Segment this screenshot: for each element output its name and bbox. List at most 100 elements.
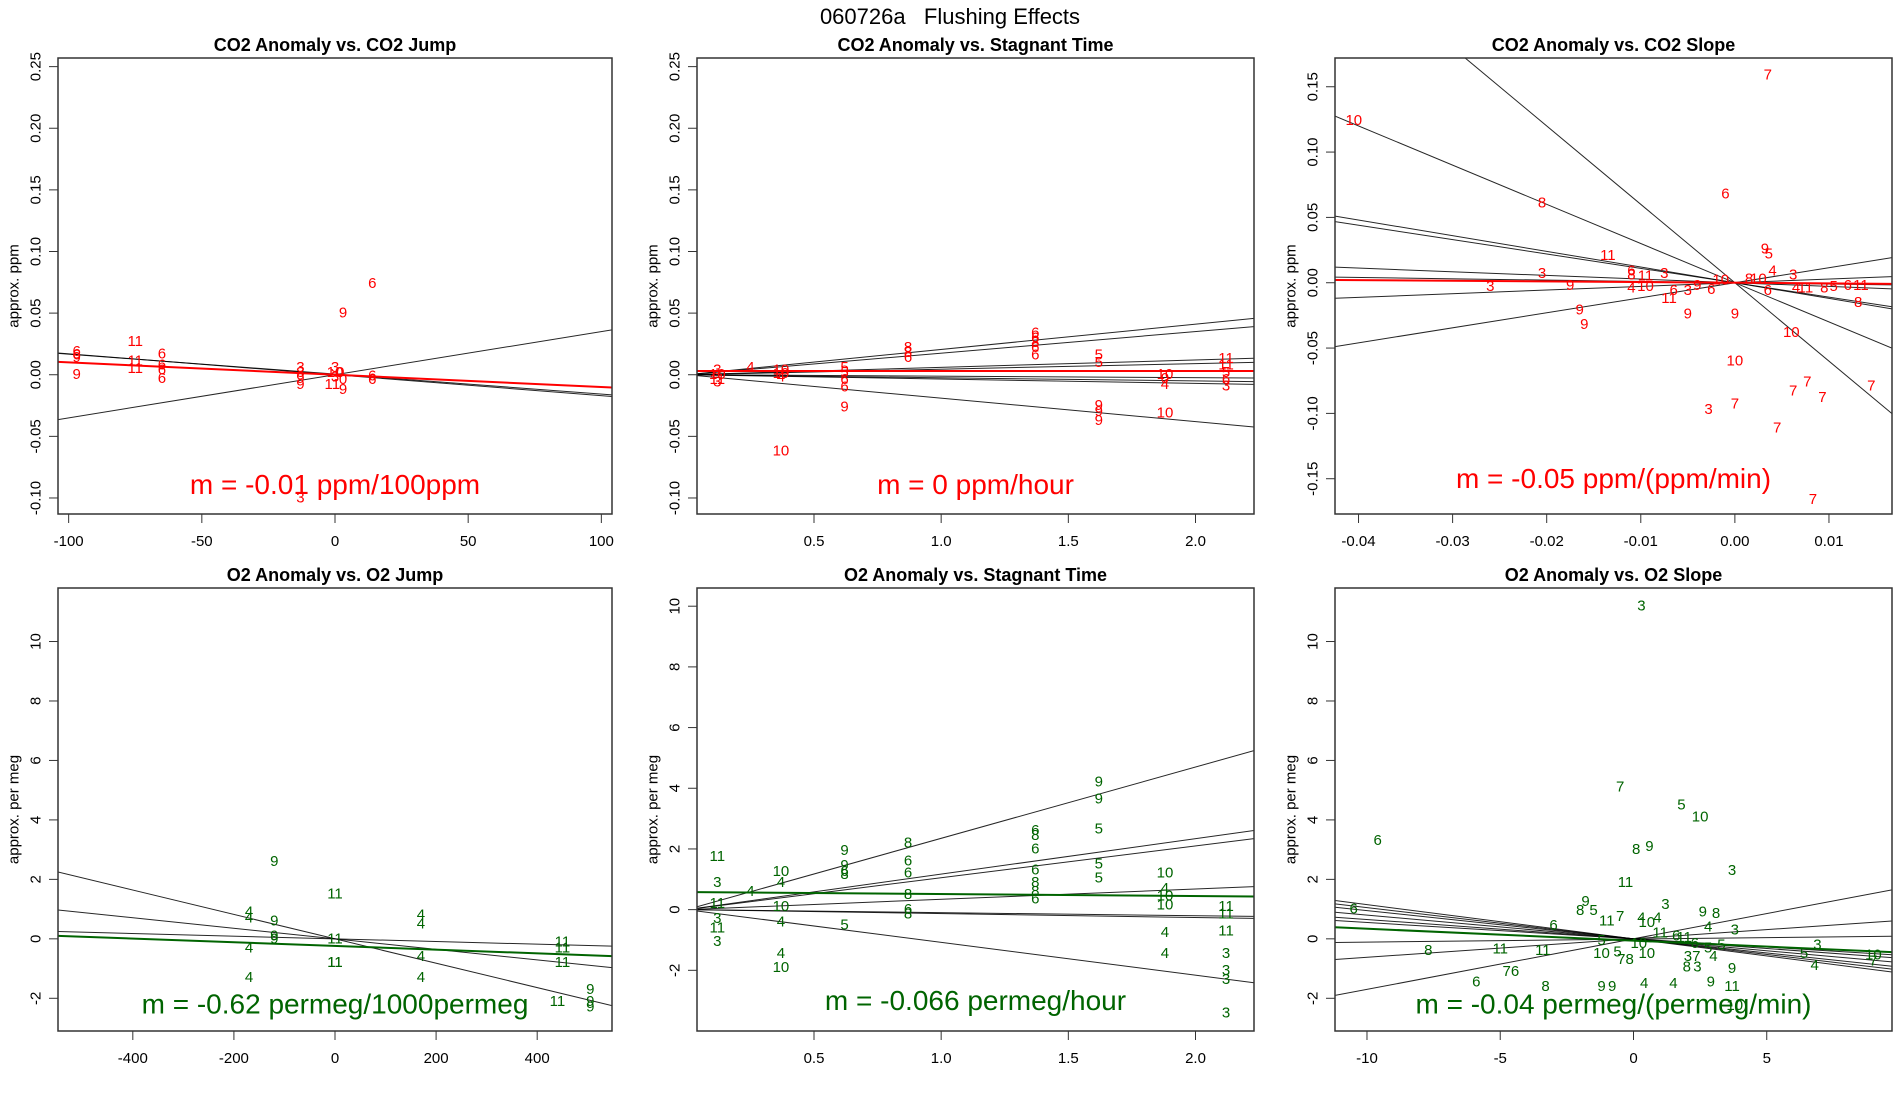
x-tick-label: 1.0: [931, 533, 952, 550]
slope-annotation: m = -0.066 permeg/hour: [825, 985, 1126, 1016]
x-tick-label: 1.0: [931, 1050, 952, 1067]
data-point-label: 9: [586, 993, 594, 1010]
y-tick-label: 6: [667, 723, 684, 731]
data-point-label: 10: [1638, 914, 1655, 931]
data-point-label: 11: [1218, 356, 1234, 373]
y-tick-label: 0.20: [28, 114, 45, 143]
data-point-label: 4: [1161, 924, 1169, 941]
data-point-label: 5: [840, 916, 848, 933]
data-point-label: 3: [1661, 896, 1669, 913]
x-tick-label: 400: [525, 1050, 550, 1067]
data-point-label: 10: [1157, 366, 1174, 383]
y-tick-label: 0.10: [28, 237, 45, 266]
y-axis-label: approx. per meg: [6, 755, 23, 864]
data-point-label: 5: [840, 364, 848, 381]
y-tick-label: 0.00: [667, 360, 684, 389]
data-point-label: 4: [417, 915, 425, 932]
data-point-label: 6: [158, 356, 166, 373]
data-point-label: 3: [1222, 945, 1230, 962]
fit-line: [697, 375, 1254, 428]
data-point-label: 9: [1693, 277, 1701, 294]
data-point-label: 8: [1854, 294, 1862, 311]
y-tick-label: 0.20: [667, 114, 684, 143]
panel-title: CO2 Anomaly vs. CO2 Jump: [214, 35, 456, 55]
data-point-label: 11: [327, 886, 343, 903]
fit-line: [697, 317, 1254, 375]
data-point-label: 9: [296, 370, 304, 387]
fit-line: [1335, 266, 1892, 290]
data-point-label: 10: [773, 361, 790, 378]
data-point-label: 3: [713, 874, 721, 891]
data-point-label: 11: [1638, 268, 1654, 285]
y-tick-label: -0.05: [28, 419, 45, 453]
data-point-label: 9: [1095, 774, 1103, 791]
data-point-label: 9: [1608, 978, 1616, 995]
data-point-label: 10: [1637, 278, 1654, 295]
x-tick-label: 200: [424, 1050, 449, 1067]
data-point-label: 10: [1157, 897, 1174, 914]
data-point-label: 4: [1627, 279, 1635, 296]
data-point-label: 8: [904, 906, 912, 923]
x-tick-label: 2.0: [1185, 1050, 1206, 1067]
data-point-label: 7: [1803, 374, 1811, 391]
data-point-label: 4: [245, 904, 253, 921]
fit-line: [1335, 115, 1892, 349]
data-point-label: 3: [1222, 962, 1230, 979]
x-tick-label: 0: [1629, 1050, 1637, 1067]
data-point-label: 9: [1575, 302, 1583, 319]
data-point-label: 10: [773, 898, 790, 915]
data-point-label: 9: [1095, 790, 1103, 807]
data-point-label: 6: [1031, 347, 1039, 364]
y-tick-label: 8: [667, 663, 684, 671]
y-tick-label: 0.15: [28, 175, 45, 204]
data-point-label: 6: [1672, 927, 1680, 944]
data-point-label: 8: [1632, 841, 1640, 858]
fit-line: [697, 326, 1254, 375]
data-point-label: 5: [1095, 347, 1103, 364]
data-point-label: 10: [773, 959, 790, 976]
x-tick-label: -100: [54, 533, 84, 550]
data-point-label: 8: [1683, 959, 1691, 976]
panel-title: O2 Anomaly vs. Stagnant Time: [844, 565, 1107, 585]
x-tick-label: -5: [1494, 1050, 1507, 1067]
data-point-label: 4: [746, 359, 754, 376]
fit-line: [1335, 276, 1892, 299]
data-point-label: 7: [1773, 419, 1781, 436]
data-point-label: 9: [1566, 277, 1574, 294]
data-point-label: 6: [1031, 339, 1039, 356]
data-point-label: 11: [1218, 898, 1234, 915]
data-point-label: 5: [1095, 354, 1103, 371]
y-tick-label: 0.05: [1305, 203, 1322, 232]
panel-o2-slope: O2 Anomaly vs. O2 Slope-10 -5 0 5-20246810a…: [1283, 565, 1893, 1067]
y-tick-label: 6: [1305, 756, 1322, 764]
data-point-label: 10: [773, 365, 790, 382]
data-point-label: 10: [1750, 270, 1767, 287]
data-point-label: 7: [1616, 779, 1624, 796]
data-point-label: 4: [777, 913, 785, 930]
data-point-label: 3: [296, 359, 304, 376]
data-point-label: 9: [270, 912, 278, 929]
data-point-label: 7: [1789, 383, 1797, 400]
data-point-label: 8: [1424, 942, 1432, 959]
data-point-label: 9: [1684, 306, 1692, 323]
y-tick-label: 4: [28, 816, 45, 824]
data-point-label: 5: [1704, 939, 1712, 956]
data-point-label: 6: [158, 345, 166, 362]
plot-frame: [696, 57, 1255, 515]
data-point-label: 3: [1728, 862, 1736, 879]
y-tick-label: 8: [28, 697, 45, 705]
data-point-label: 7: [1867, 377, 1875, 394]
data-point-label: 4: [1161, 880, 1169, 897]
fit-line: [697, 829, 1254, 909]
data-point-label: 3: [1704, 401, 1712, 418]
data-point-label: 6: [158, 370, 166, 387]
data-point-label: 10: [1157, 887, 1174, 904]
data-point-label: 10: [1157, 865, 1174, 882]
x-tick-label: 5: [1763, 1050, 1771, 1067]
y-tick-label: -0.05: [1305, 331, 1322, 365]
data-point-label: 10: [773, 863, 790, 880]
data-point-label: 6: [904, 901, 912, 918]
